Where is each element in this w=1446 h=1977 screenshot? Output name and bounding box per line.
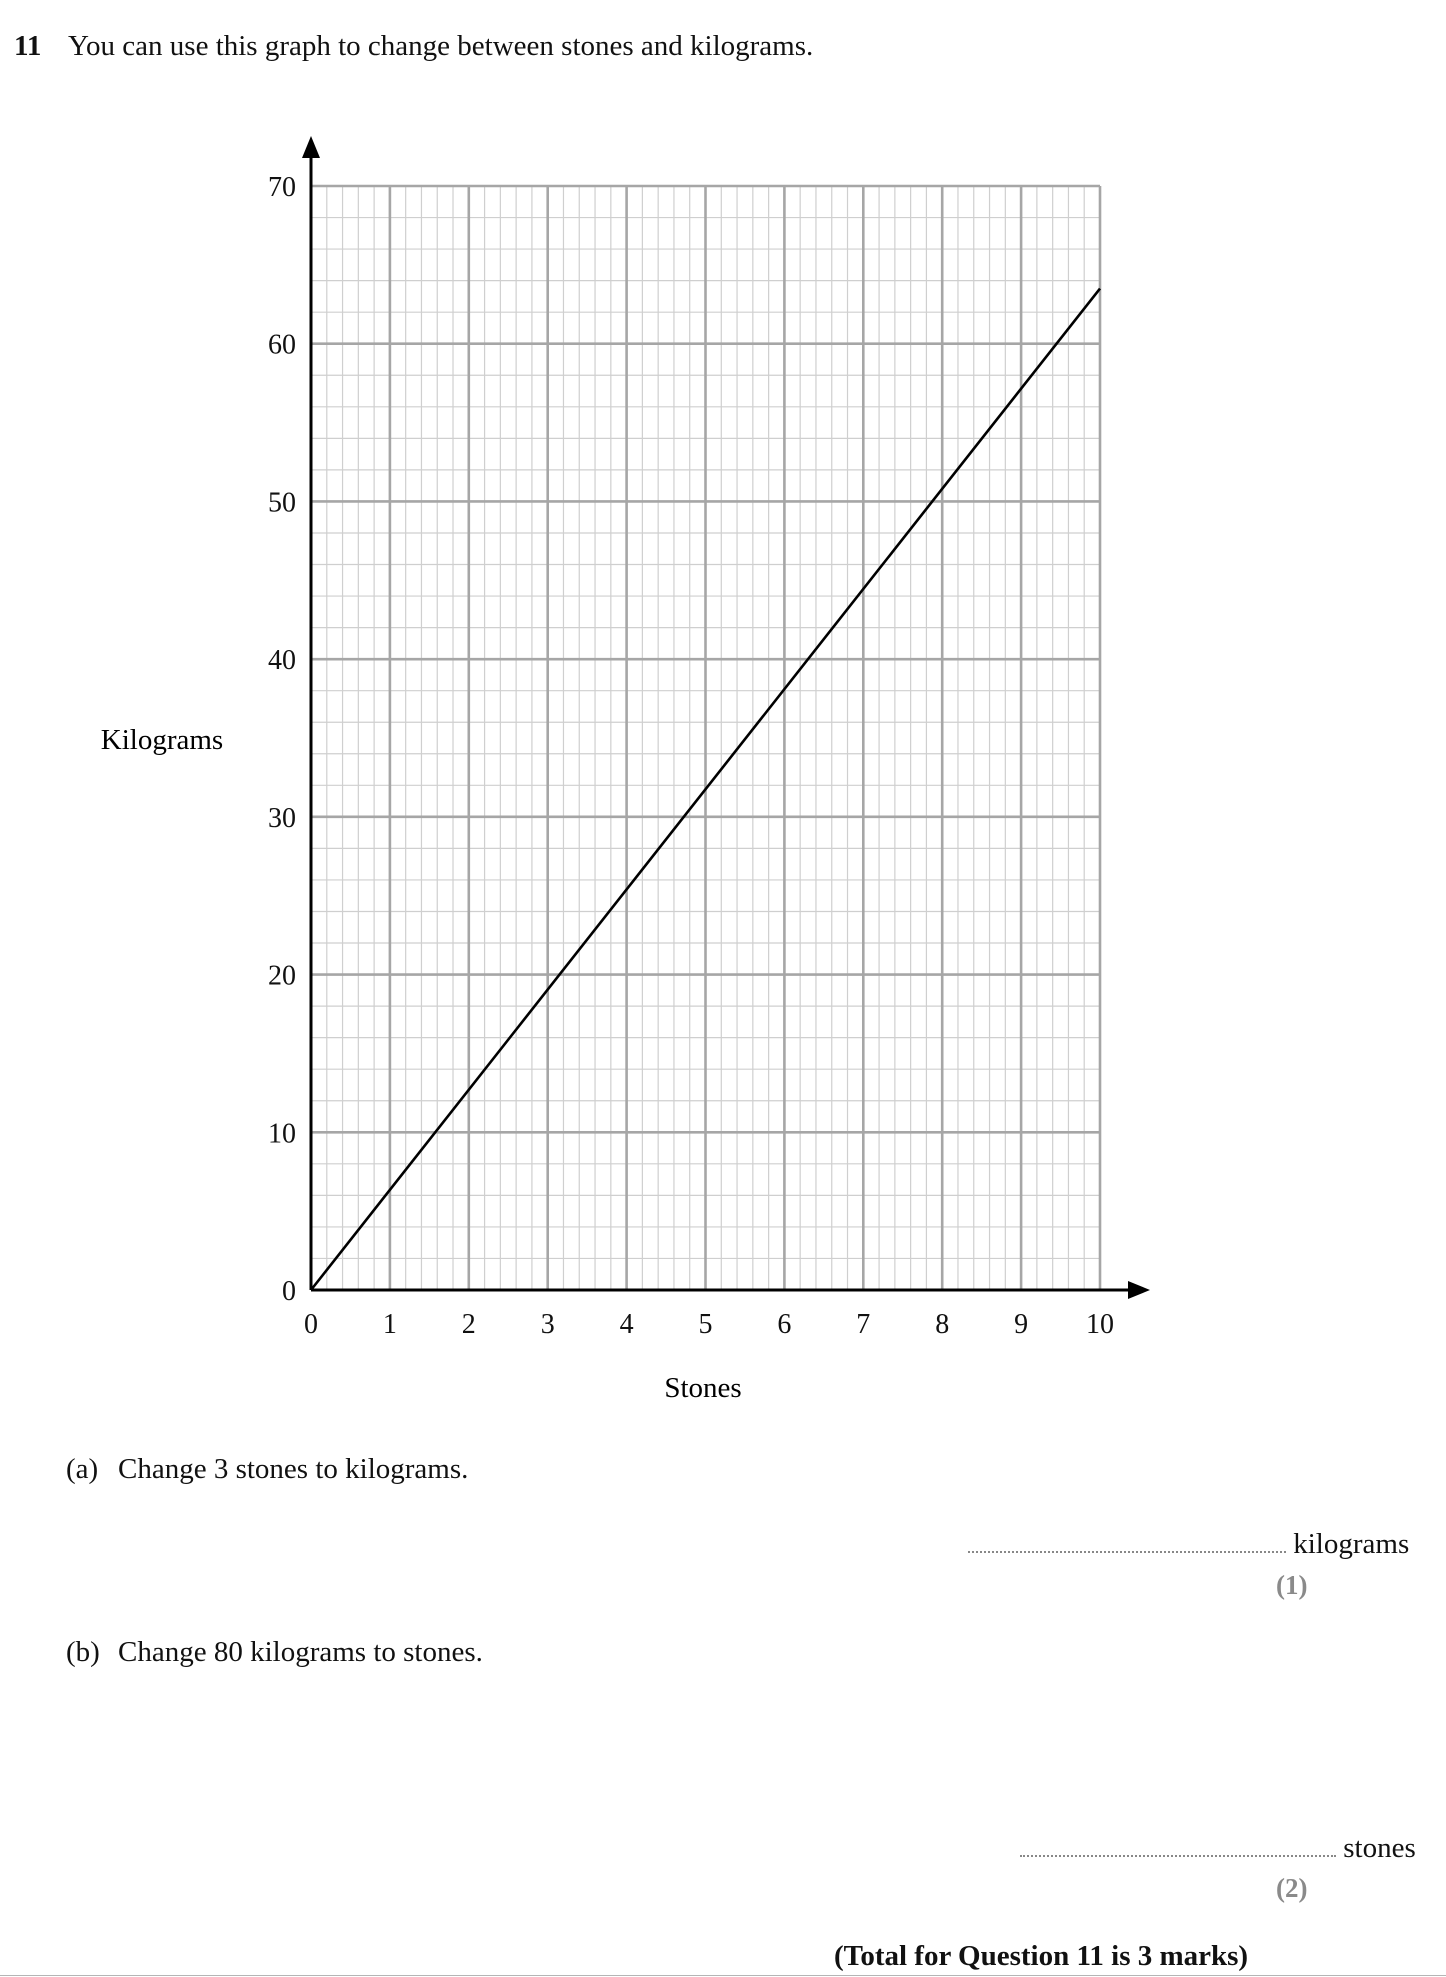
part-a-answer[interactable]: kilograms: [968, 1528, 1409, 1561]
question-text: You can use this graph to change between…: [68, 30, 814, 62]
x-tick-label: 7: [856, 1309, 870, 1340]
x-tick-label: 10: [1086, 1309, 1114, 1340]
y-tick-label: 40: [268, 645, 296, 676]
part-b-label: (b): [66, 1636, 100, 1668]
y-axis-label: Kilograms: [101, 724, 223, 756]
question-number: 11: [14, 30, 42, 62]
part-b-unit: stones: [1343, 1832, 1416, 1864]
part-b-marks: (2): [1276, 1873, 1308, 1903]
x-tick-label: 3: [541, 1309, 555, 1340]
y-tick-label: 60: [268, 330, 296, 361]
part-b-text: Change 80 kilograms to stones.: [118, 1636, 483, 1668]
y-axis-arrow: [302, 136, 320, 158]
part-a-unit: kilograms: [1293, 1528, 1410, 1560]
y-tick-label: 50: [268, 487, 296, 518]
x-tick-label: 6: [777, 1309, 791, 1340]
series: [309, 287, 1102, 1291]
y-tick-label: 0: [282, 1276, 296, 1307]
axes: [302, 136, 1150, 1299]
y-tick-label: 20: [268, 961, 296, 992]
part-b-answer[interactable]: stones: [1020, 1832, 1416, 1865]
grid-major: [309, 184, 1102, 1292]
total-marks: (Total for Question 11 is 3 marks): [834, 1940, 1249, 1972]
x-tick-labels: 0 1 2 3 4 5 6 7 8 9 10: [304, 1309, 1114, 1340]
conversion-graph: 0 1 2 3 4 5 6 7 8 9 10 0 10 20 30 40 50 60 70 Stones Kilo…: [101, 136, 1150, 1404]
part-a-label: (a): [66, 1453, 99, 1485]
y-tick-labels: 0 10 20 30 40 50 60 70: [268, 172, 296, 1307]
x-tick-label: 9: [1014, 1309, 1028, 1340]
x-tick-label: 5: [699, 1309, 713, 1340]
conversion-line: [309, 287, 1102, 1291]
x-axis-arrow: [1128, 1281, 1150, 1299]
part-a-text: Change 3 stones to kilograms.: [118, 1453, 469, 1485]
y-tick-label: 10: [268, 1118, 296, 1149]
grid-minor: [311, 186, 1100, 1290]
y-tick-label: 70: [268, 172, 296, 203]
y-tick-label: 30: [268, 803, 296, 834]
x-tick-label: 2: [462, 1309, 476, 1340]
part-b-answer-dots[interactable]: [1020, 1854, 1336, 1857]
x-axis-label: Stones: [664, 1372, 741, 1404]
part-a-marks: (1): [1276, 1570, 1308, 1600]
x-tick-label: 4: [620, 1309, 634, 1340]
x-tick-label: 1: [383, 1309, 397, 1340]
x-tick-label: 8: [935, 1309, 949, 1340]
part-a-answer-dots[interactable]: [968, 1550, 1286, 1553]
x-tick-label: 0: [304, 1309, 318, 1340]
bottom-rule: [0, 1975, 1446, 1976]
